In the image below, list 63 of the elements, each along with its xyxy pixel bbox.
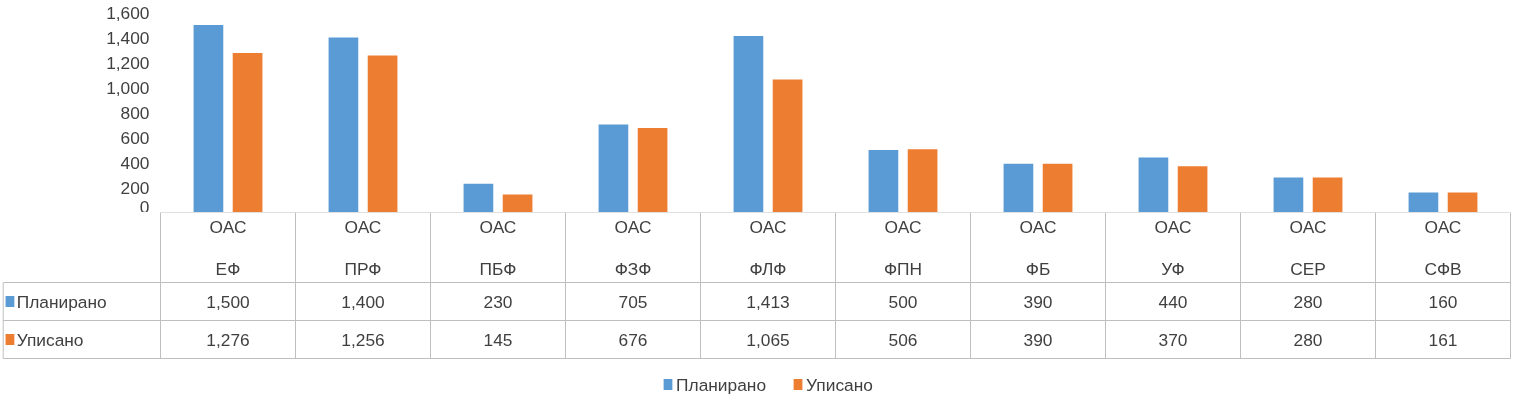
bar [1138, 157, 1169, 212]
data-label: 676 [618, 329, 648, 350]
bar [907, 149, 938, 212]
bar [193, 25, 224, 212]
bar [1177, 166, 1208, 212]
data-label: 500 [888, 291, 918, 312]
data-label: 440 [1158, 291, 1188, 312]
y-tick-label: 1,000 [106, 77, 150, 98]
data-label: 1,065 [746, 329, 790, 350]
bar [1003, 163, 1034, 212]
data-label: 1,400 [341, 291, 385, 312]
data-label: 1,413 [746, 291, 790, 312]
bar [502, 194, 533, 212]
bar [772, 79, 803, 212]
category-label: ОАС ФБ [1019, 216, 1057, 279]
bar [367, 55, 398, 212]
data-label: 280 [1293, 329, 1323, 350]
bar [733, 35, 764, 212]
legend-label: Уписано [806, 374, 873, 395]
bar [328, 37, 359, 212]
category-label: ОАС ЕФ [209, 216, 247, 279]
bar [598, 124, 629, 212]
category-label: ОАС ПРФ [344, 216, 382, 279]
y-tick-label: 1,600 [106, 2, 150, 23]
data-label: 1,276 [206, 329, 250, 350]
text: Планирано [676, 374, 767, 395]
bar [232, 53, 263, 212]
data-label: 390 [1023, 291, 1053, 312]
data-label: 1,256 [341, 329, 385, 350]
category-label: ОАС ФЛФ [749, 216, 787, 279]
category-label: ОАС ФЗФ [614, 216, 652, 279]
data-label: 506 [888, 329, 918, 350]
category-label: ОАС СЕР [1289, 216, 1327, 279]
bar [1408, 192, 1439, 212]
data-label: 370 [1158, 329, 1188, 350]
y-tick-label: 0 [139, 196, 150, 217]
data-label: 161 [1428, 329, 1458, 350]
category-label: ОАС СФВ [1424, 216, 1462, 279]
y-tick-label: 800 [120, 102, 150, 123]
data-label: 230 [483, 291, 513, 312]
data-label: 390 [1023, 329, 1053, 350]
y-tick-label: 400 [120, 152, 150, 173]
bar [868, 150, 899, 212]
y-tick-label: 1,400 [106, 27, 150, 48]
text: Уписано [16, 329, 84, 350]
y-tick-label: 200 [120, 177, 150, 198]
bar [1273, 177, 1304, 212]
category-label: ОАС УФ [1154, 216, 1192, 279]
y-tick-label: 1,200 [106, 52, 150, 73]
data-label: 145 [483, 329, 513, 350]
bar [1312, 177, 1343, 212]
bar [1042, 163, 1073, 212]
bar [463, 183, 494, 212]
data-label: 280 [1293, 291, 1323, 312]
category-label: ОАС ФПН [883, 216, 923, 279]
data-label: 1,500 [206, 291, 250, 312]
category-label: ОАС ПБФ [479, 216, 517, 279]
legend-label: Планирано [16, 291, 107, 312]
bar [1447, 192, 1478, 212]
data-label: 160 [1428, 291, 1458, 312]
bar [637, 128, 668, 212]
data-label: 705 [618, 291, 648, 312]
y-tick-label: 600 [120, 127, 150, 148]
